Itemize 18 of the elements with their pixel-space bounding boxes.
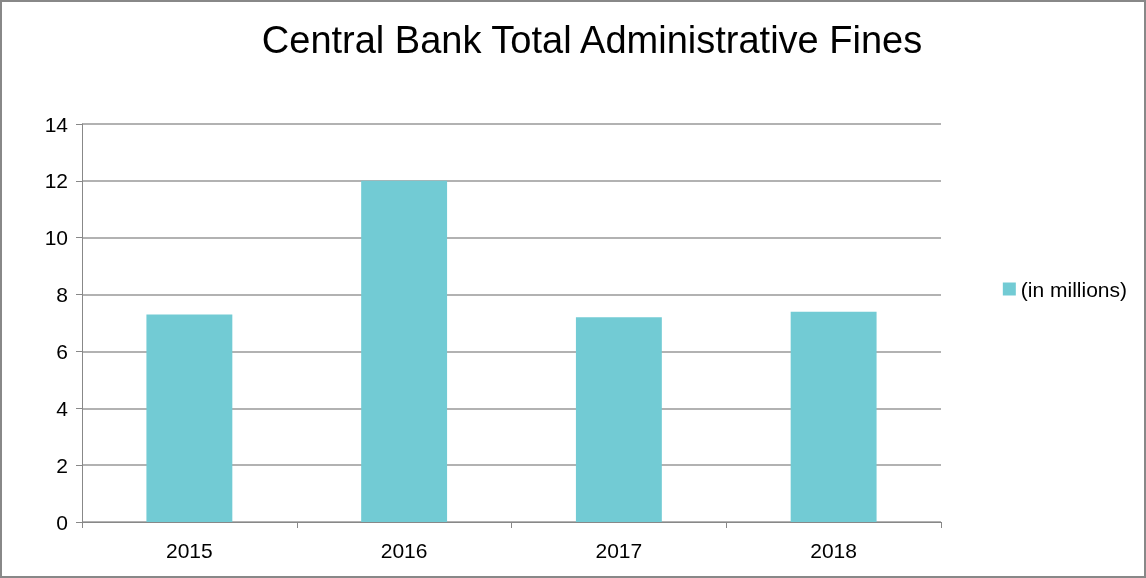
bar bbox=[146, 314, 233, 522]
y-tick-label: 2 bbox=[56, 453, 68, 477]
chart-title: Central Bank Total Administrative Fines bbox=[261, 19, 923, 61]
y-tick-label: 4 bbox=[56, 396, 69, 420]
bar bbox=[575, 317, 662, 522]
x-tick-label: 2016 bbox=[380, 539, 428, 562]
bar bbox=[361, 180, 448, 522]
y-tick-label: 10 bbox=[44, 226, 68, 250]
y-tick-label: 14 bbox=[44, 112, 69, 136]
x-tick-label: 2017 bbox=[595, 539, 643, 562]
y-tick-label: 8 bbox=[56, 283, 68, 307]
x-tick-label: 2015 bbox=[166, 539, 213, 562]
x-tick-label: 2018 bbox=[810, 539, 857, 562]
bar bbox=[790, 311, 877, 522]
legend-label: (in millions) bbox=[1020, 277, 1128, 301]
y-tick-label: 6 bbox=[56, 339, 68, 363]
y-tick-label: 12 bbox=[44, 169, 68, 193]
y-tick-label: 0 bbox=[56, 510, 68, 534]
